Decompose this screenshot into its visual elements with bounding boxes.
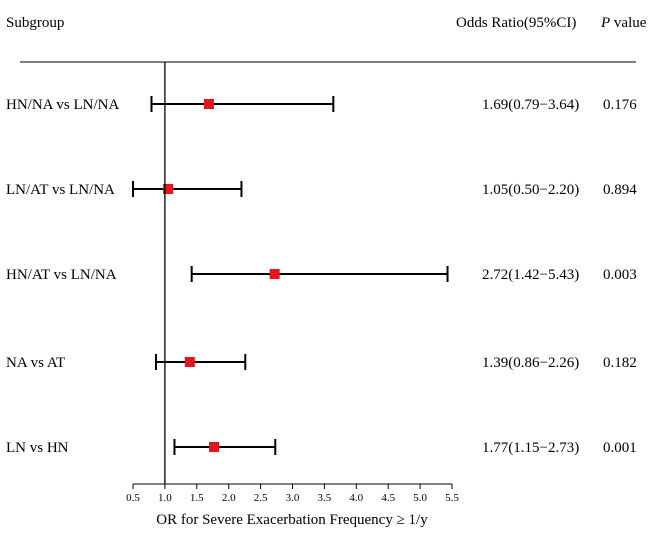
row-label: NA vs AT <box>6 355 65 371</box>
x-tick-label: 2.0 <box>222 492 236 504</box>
or-ci-text: 1.05(0.50−2.20) <box>482 182 579 198</box>
or-ci-text: 1.69(0.79−3.64) <box>482 97 579 113</box>
p-value-text: 0.894 <box>603 182 637 198</box>
p-value-text: 0.001 <box>603 440 637 456</box>
p-value-text: 0.182 <box>603 355 637 371</box>
x-tick-label: 4.5 <box>381 492 395 504</box>
row-label: LN/AT vs LN/NA <box>6 182 115 198</box>
x-tick-label: 5.5 <box>445 492 459 504</box>
x-tick-label: 0.5 <box>126 492 140 504</box>
x-axis-ticks: 0.5 1.0 1.5 2.0 2.5 3.0 3.5 4.0 4.5 5.0 5.5 <box>126 484 459 504</box>
or-ci-text: 1.77(1.15−2.73) <box>482 440 579 456</box>
header-odds-ratio: Odds Ratio(95%CI) <box>456 15 576 31</box>
or-marker <box>269 269 280 279</box>
row-label: HN/AT vs LN/NA <box>6 267 117 283</box>
p-value-text: 0.003 <box>603 267 637 283</box>
header-p-rest: value <box>610 15 647 31</box>
row-label: LN vs HN <box>6 440 69 456</box>
or-marker <box>209 442 220 452</box>
x-tick-label: 5.0 <box>413 492 427 504</box>
or-marker <box>163 184 174 194</box>
forest-row: HN/NA vs LN/NA 1.69(0.79−3.64) 0.176 <box>6 96 637 113</box>
or-marker <box>203 99 214 109</box>
or-ci-text: 2.72(1.42−5.43) <box>482 267 579 283</box>
row-label: HN/NA vs LN/NA <box>6 97 120 113</box>
forest-row: LN vs HN 1.77(1.15−2.73) 0.001 <box>6 439 637 456</box>
x-tick-label: 2.5 <box>254 492 268 504</box>
forest-row: LN/AT vs LN/NA 1.05(0.50−2.20) 0.894 <box>6 181 637 198</box>
header-p-value: P value <box>600 15 647 31</box>
x-tick-label: 1.0 <box>158 492 172 504</box>
forest-row: NA vs AT 1.39(0.86−2.26) 0.182 <box>6 354 637 371</box>
x-tick-label: 3.5 <box>318 492 332 504</box>
forest-row: HN/AT vs LN/NA 2.72(1.42−5.43) 0.003 <box>6 266 637 283</box>
x-tick-label: 3.0 <box>286 492 300 504</box>
header-subgroup: Subgroup <box>6 15 64 31</box>
x-tick-label: 4.0 <box>349 492 363 504</box>
header-p-italic: P <box>600 15 610 31</box>
or-ci-text: 1.39(0.86−2.26) <box>482 355 579 371</box>
x-axis-label: OR for Severe Exacerbation Frequency ≥ 1… <box>156 512 428 528</box>
x-tick-label: 1.5 <box>190 492 204 504</box>
p-value-text: 0.176 <box>603 97 637 113</box>
rows-layer: HN/NA vs LN/NA 1.69(0.79−3.64) 0.176 LN/AT … <box>6 96 637 456</box>
or-marker <box>184 357 195 367</box>
